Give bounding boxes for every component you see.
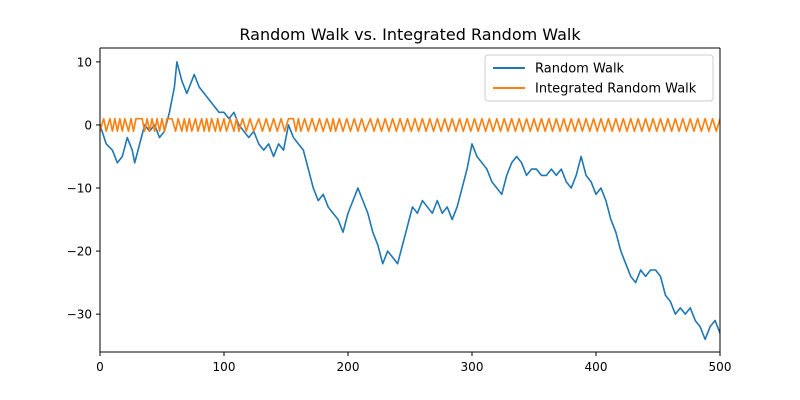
series-line-2 bbox=[100, 117, 720, 133]
x-tick-label: 400 bbox=[585, 360, 608, 374]
x-tick-label: 100 bbox=[213, 360, 236, 374]
x-tick-label: 200 bbox=[337, 360, 360, 374]
y-tick-label: −30 bbox=[67, 308, 92, 322]
x-tick-label: 500 bbox=[709, 360, 732, 374]
legend-frame bbox=[484, 54, 714, 102]
y-tick-label: −10 bbox=[67, 182, 92, 196]
legend-label-2: Integrated Random Walk bbox=[535, 82, 697, 97]
y-tick-label: 0 bbox=[84, 118, 92, 132]
x-tick-label: 300 bbox=[461, 360, 484, 374]
x-tick-label: 0 bbox=[96, 360, 104, 374]
y-tick-label: −20 bbox=[67, 245, 92, 259]
legend: Random Walk Integrated Random Walk bbox=[484, 54, 714, 102]
series-layer bbox=[100, 61, 720, 341]
legend-label-1: Random Walk bbox=[535, 62, 625, 77]
chart-title: Random Walk vs. Integrated Random Walk bbox=[239, 25, 581, 44]
y-tick-label: 10 bbox=[77, 55, 92, 69]
y-axis-ticks: 10 0 −10 −20 −30 bbox=[67, 55, 100, 322]
axis-frame bbox=[99, 47, 721, 353]
x-axis-ticks: 0 100 200 300 400 500 bbox=[96, 352, 731, 374]
series-line-1 bbox=[100, 61, 720, 341]
